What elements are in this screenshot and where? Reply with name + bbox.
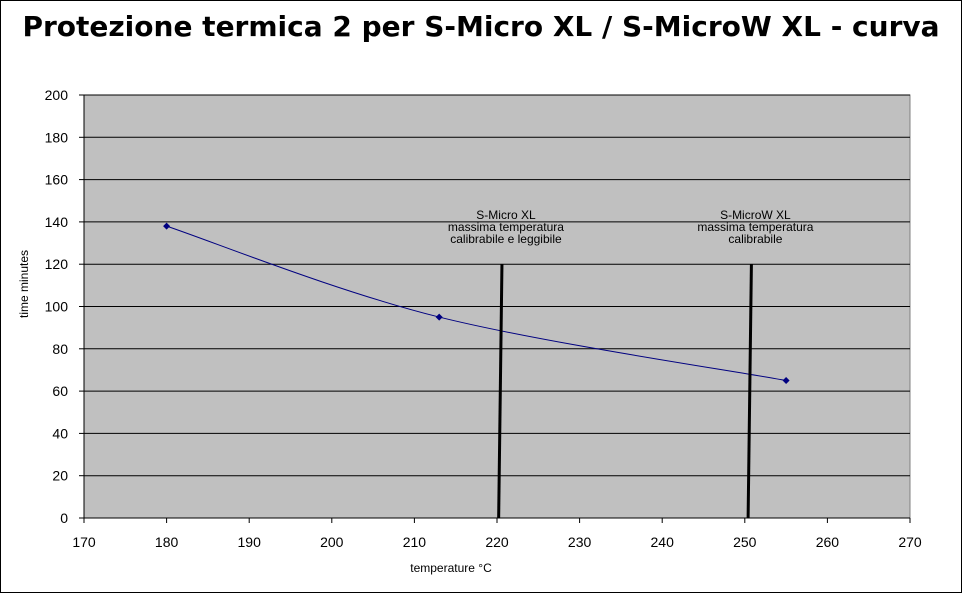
x-axis-label: temperature °C <box>410 561 492 575</box>
chart-title: Protezione termica 2 per S-Micro XL / S-… <box>22 10 940 43</box>
x-tick-label-180: 180 <box>155 534 179 550</box>
y-tick-label-0: 0 <box>60 510 68 526</box>
tick-labels: 0 20 40 60 80 100 120 140 160 180 200 170 180 190 200 2… <box>45 87 922 550</box>
x-tick-label-220: 220 <box>485 534 509 550</box>
x-tick-label-230: 230 <box>568 534 592 550</box>
y-tick-label-120: 120 <box>45 256 69 272</box>
data-point-0 <box>163 222 171 230</box>
annotation-line-0 <box>497 264 504 519</box>
y-tick-label-200: 200 <box>45 87 69 103</box>
annotation-text-1-1: massima temperatura <box>697 220 813 234</box>
y-tick-label-80: 80 <box>52 341 68 357</box>
data-point-2 <box>782 377 790 385</box>
x-tick-label-270: 270 <box>898 534 922 550</box>
data-series <box>163 222 790 385</box>
x-tick-label-190: 190 <box>238 534 262 550</box>
y-tick-label-160: 160 <box>45 172 69 188</box>
x-tick-label-250: 250 <box>733 534 757 550</box>
x-tick-label-170: 170 <box>72 534 96 550</box>
annotation-line-1 <box>746 264 753 519</box>
gridlines <box>84 94 910 477</box>
y-tick-label-100: 100 <box>45 299 69 315</box>
x-tick-label-260: 260 <box>816 534 840 550</box>
x-tick-label-200: 200 <box>320 534 344 550</box>
annotation-text-0-2: calibrabile e leggibile <box>450 232 562 246</box>
y-tick-label-60: 60 <box>52 383 68 399</box>
x-tick-label-240: 240 <box>651 534 675 550</box>
x-tick-label-210: 210 <box>403 534 427 550</box>
y-tick-label-40: 40 <box>52 425 68 441</box>
data-point-1 <box>435 313 443 321</box>
annotation-text-1-0: S-MicroW XL <box>720 208 791 222</box>
annotation-text-0-1: massima temperatura <box>448 220 564 234</box>
y-axis-label: time minutes <box>17 250 31 318</box>
y-tick-label-180: 180 <box>45 129 69 145</box>
annotation-text-0-0: S-Micro XL <box>476 208 536 222</box>
y-tick-label-140: 140 <box>45 214 69 230</box>
annotation-text-1-2: calibrabile <box>728 232 782 246</box>
y-tick-label-20: 20 <box>52 468 68 484</box>
